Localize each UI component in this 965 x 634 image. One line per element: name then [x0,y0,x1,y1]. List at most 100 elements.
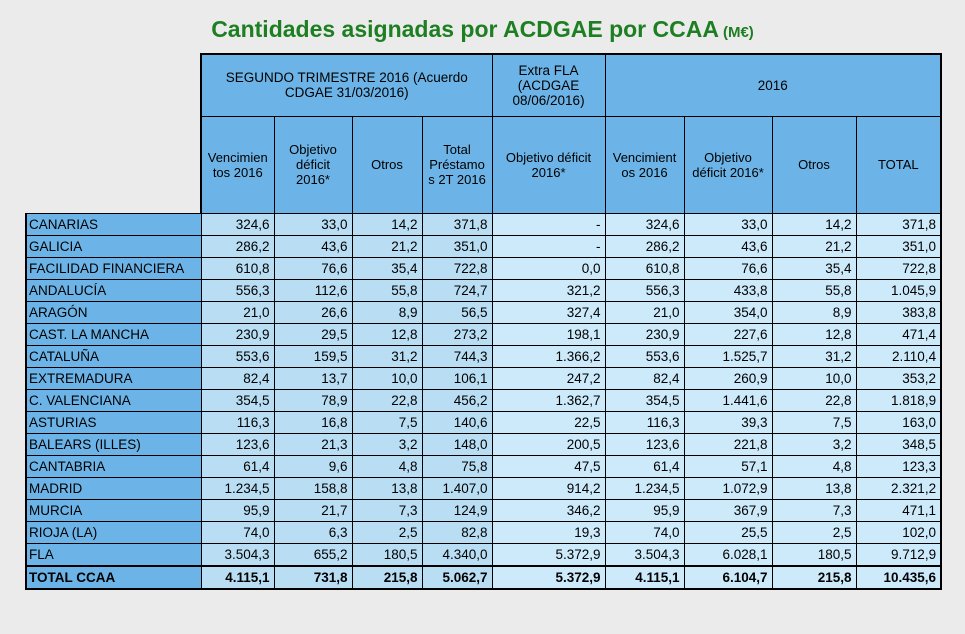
value-cell: 82,8 [421,520,493,544]
value-cell: 116,3 [200,410,275,434]
value-cell: 2,5 [351,520,423,544]
value-cell: 35,4 [771,256,857,280]
value-cell: 2.110,4 [855,344,943,368]
value-cell: 346,2 [491,498,606,522]
value-cell: 13,8 [771,476,857,500]
value-cell: 221,8 [683,432,773,456]
value-cell: 383,8 [855,300,943,324]
value-cell: 57,1 [683,454,773,478]
value-cell: 1.525,7 [683,344,773,368]
value-cell: 731,8 [273,564,353,590]
group-header: Extra FLA (ACDGAE 08/06/2016) [491,53,606,117]
value-cell: 724,7 [421,278,493,302]
value-cell: 140,6 [421,410,493,434]
value-cell: 180,5 [771,542,857,566]
row-label: FACILIDAD FINANCIERA [25,256,202,280]
table-row: TOTAL CCAA 4.115,1 731,8 215,8 5.062,7 5.372,… [25,564,943,590]
column-header: Otros [771,115,857,214]
value-cell: 610,8 [200,256,275,280]
value-cell: 215,8 [351,564,423,590]
value-cell: 25,5 [683,520,773,544]
value-cell: 354,0 [683,300,773,324]
value-cell: 433,8 [683,278,773,302]
value-cell: 8,9 [351,300,423,324]
value-cell: 1.818,9 [855,388,943,412]
row-label: CANARIAS [25,212,202,236]
row-label: MADRID [25,476,202,500]
value-cell: 8,9 [771,300,857,324]
row-label: GALICIA [25,234,202,258]
column-header: Total Préstamos 2T 2016 [421,115,493,214]
value-cell: 39,3 [683,410,773,434]
value-cell: 2,5 [771,520,857,544]
value-cell: 324,6 [200,212,275,236]
value-cell: 21,0 [200,300,275,324]
value-cell: 3,2 [351,432,423,456]
column-header: Vencimientos 2016 [200,115,275,214]
value-cell: 13,7 [273,366,353,390]
page-title-unit: (M€) [722,24,754,41]
value-cell: 159,5 [273,344,353,368]
value-cell: 354,5 [200,388,275,412]
value-cell: 22,8 [351,388,423,412]
page-title-text: Cantidades asignadas por ACDGAE por CCAA [211,16,719,42]
value-cell: 47,5 [491,454,606,478]
value-cell: 0,0 [491,256,606,280]
value-cell: 4,8 [351,454,423,478]
column-header: TOTAL [855,115,943,214]
value-cell: 324,6 [604,212,685,236]
table-row: FACILIDAD FINANCIERA 610,8 76,6 35,4 722,8 0,… [25,256,943,280]
value-cell: 9,6 [273,454,353,478]
value-cell: 82,4 [200,366,275,390]
value-cell: 6,3 [273,520,353,544]
value-cell: 21,0 [604,300,685,324]
corner-cell [26,54,201,213]
value-cell: 286,2 [200,234,275,258]
group-header: SEGUNDO TRIMESTRE 2016 (Acuerdo CDGAE 31… [199,53,493,117]
value-cell: 123,6 [200,432,275,456]
column-header: Objetivo déficit 2016* [683,115,773,214]
value-cell: 43,6 [683,234,773,258]
value-cell: 610,8 [604,256,685,280]
value-cell: - [491,212,606,236]
value-cell: 76,6 [683,256,773,280]
column-header: Otros [351,115,423,214]
value-cell: 26,6 [273,300,353,324]
value-cell: 55,8 [771,278,857,302]
value-cell: 1.072,9 [683,476,773,500]
value-cell: 31,2 [771,344,857,368]
value-cell: - [491,234,606,258]
row-label: ANDALUCÍA [25,278,202,302]
value-cell: 354,5 [604,388,685,412]
table-header: SEGUNDO TRIMESTRE 2016 (Acuerdo CDGAE 31… [26,53,943,214]
value-cell: 1.366,2 [491,344,606,368]
table-row: CANARIAS 324,6 33,0 14,2 371,8-324,6 33,0 14,2… [25,212,943,236]
value-cell: 1.045,9 [855,278,943,302]
value-cell: 43,6 [273,234,353,258]
value-cell: 95,9 [200,498,275,522]
value-cell: 4.115,1 [604,564,685,590]
value-cell: 5.372,9 [491,564,606,590]
value-cell: 371,8 [855,212,943,236]
value-cell: 56,5 [421,300,493,324]
value-cell: 75,8 [421,454,493,478]
value-cell: 5.062,7 [421,564,493,590]
value-cell: 9.712,9 [855,542,943,566]
acdgae-ccaa-table: SEGUNDO TRIMESTRE 2016 (Acuerdo CDGAE 31… [25,53,943,590]
table-row: MURCIA 95,9 21,7 7,3 124,9 346,2 95,9 367,9 7,3 4… [25,498,943,522]
value-cell: 29,5 [273,322,353,346]
row-label: CANTABRIA [25,454,202,478]
value-cell: 124,9 [421,498,493,522]
value-cell: 247,2 [491,366,606,390]
value-cell: 230,9 [200,322,275,346]
table-row: BALEARS (ILLES) 123,6 21,3 3,2 148,0 200,5 123… [25,432,943,456]
value-cell: 7,3 [771,498,857,522]
value-cell: 215,8 [771,564,857,590]
table-row: ANDALUCÍA 556,3 112,6 55,8 724,7 321,2 556,3 43… [25,278,943,302]
value-cell: 31,2 [351,344,423,368]
value-cell: 180,5 [351,542,423,566]
column-header: Objetivo déficit 2016* [273,115,353,214]
value-cell: 1.441,6 [683,388,773,412]
value-cell: 55,8 [351,278,423,302]
value-cell: 16,8 [273,410,353,434]
